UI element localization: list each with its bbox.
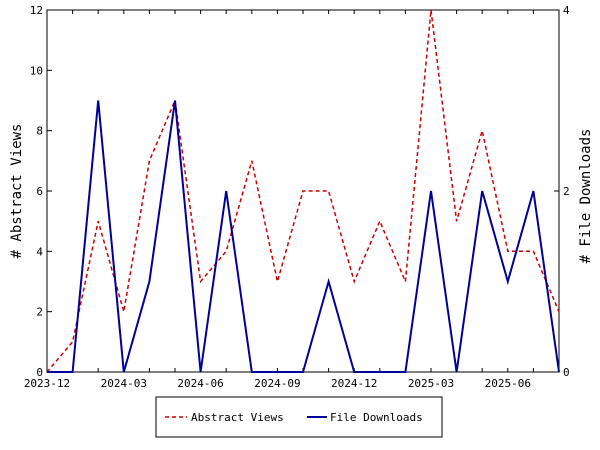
y-axis-right-title: # File Downloads	[578, 129, 594, 264]
y-left-tick-label: 12	[30, 4, 43, 17]
y-left-tick-label: 0	[36, 366, 43, 379]
legend-label-file-downloads: File Downloads	[330, 411, 423, 424]
y-axis-right: 0 2 4	[554, 4, 570, 379]
y-left-tick-label: 10	[30, 64, 43, 77]
x-tick-label: 2024-09	[254, 377, 300, 390]
y-left-tick-label: 2	[36, 306, 43, 319]
x-tick-label: 2024-03	[101, 377, 147, 390]
x-tick-label: 2024-12	[331, 377, 377, 390]
y-right-tick-label: 0	[563, 366, 570, 379]
legend: Abstract Views File Downloads	[155, 396, 443, 438]
series-line-abstract-views	[46, 9, 560, 373]
y-axis-left-title: # Abstract Views	[9, 124, 25, 259]
y-left-tick-label: 8	[36, 125, 43, 138]
series-line-file-downloads	[47, 100, 560, 373]
x-tick-label: 2025-03	[408, 377, 454, 390]
legend-label-abstract-views: Abstract Views	[191, 411, 284, 424]
y-right-tick-label: 2	[563, 185, 570, 198]
x-axis: 2023-12 2024-03 2024-06 2024-09 2024-12 2025-…	[24, 10, 560, 390]
x-tick-label: 2025-06	[485, 377, 531, 390]
x-tick-label: 2024-06	[177, 377, 223, 390]
y-right-tick-label: 4	[563, 4, 570, 17]
legend-box	[155, 396, 443, 438]
y-axis-left: 0 2 4 6 8 10 12	[30, 4, 52, 379]
series-layer	[46, 9, 560, 373]
y-left-tick-label: 4	[36, 245, 43, 258]
x-tick-label: 2023-12	[24, 377, 70, 390]
y-left-tick-label: 6	[36, 185, 43, 198]
